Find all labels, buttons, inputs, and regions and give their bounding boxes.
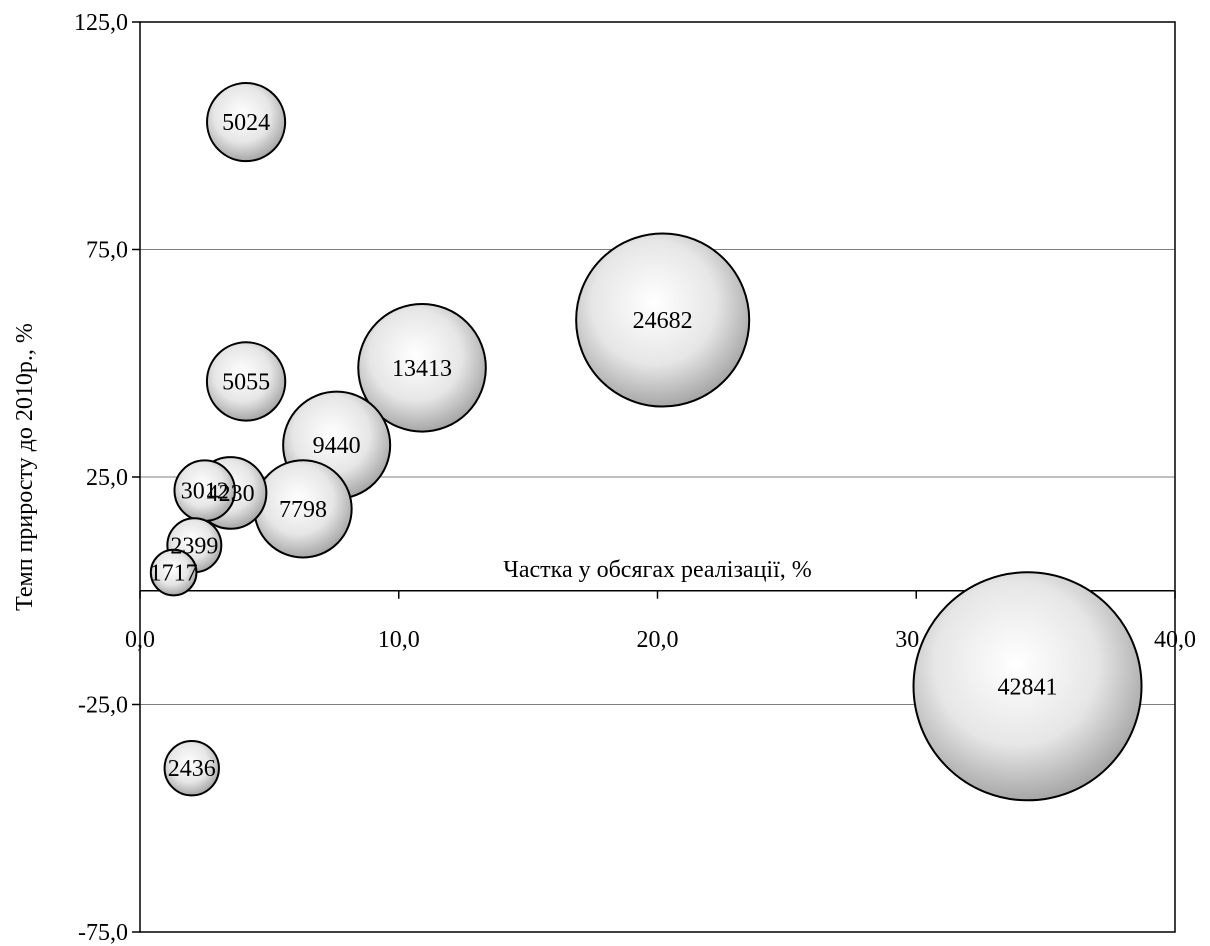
x-tick-label-4: 40,0 — [1154, 627, 1196, 653]
bubble-42841 — [912, 571, 1143, 802]
y-axis-title: Темп приросту до 2010р., % — [12, 323, 38, 611]
y-tick-label-1: 75,0 — [86, 238, 128, 264]
bubble-5024 — [206, 82, 287, 163]
bubble-5055 — [205, 341, 287, 422]
bubble-label-24682: 24682 — [633, 308, 693, 334]
bubble-1717 — [149, 548, 198, 597]
bubble-label-1717: 1717 — [150, 561, 198, 587]
bubble-label-13413: 13413 — [392, 356, 452, 382]
x-tick-label-1: 10,0 — [378, 627, 420, 653]
bubble-label-3012: 3012 — [181, 479, 229, 505]
bubble-2436 — [163, 740, 220, 797]
bubble-label-2436: 2436 — [168, 756, 216, 782]
bubble-label-42841: 42841 — [998, 674, 1058, 700]
y-tick-label-2: 25,0 — [86, 465, 128, 491]
bubble-24682 — [575, 232, 751, 408]
bubble-13413 — [357, 303, 487, 433]
x-tick-label-2: 20,0 — [637, 627, 679, 653]
y-tick-labels: 125,0 75,0 25,0 -25,0 -75,0 — [74, 10, 140, 946]
y-tick-label-4: -75,0 — [78, 920, 128, 946]
x-axis-title: Частка у обсягах реалізації, % — [503, 557, 812, 583]
bubble-label-2399: 2399 — [170, 533, 218, 559]
bubble-label-7798: 7798 — [279, 497, 327, 523]
x-tick-labels: 0,0 10,0 20,0 30,0 40,0 — [125, 590, 1196, 653]
bubble-label-4230: 4230 — [207, 481, 255, 507]
y-tick-label-0: 125,0 — [74, 10, 128, 36]
bubble-label-5024: 5024 — [222, 110, 270, 136]
bubble-label-5055: 5055 — [222, 369, 270, 395]
y-tick-label-3: -25,0 — [78, 693, 128, 719]
x-tick-label-0: 0,0 — [125, 627, 155, 653]
bubble-label-9440: 9440 — [313, 433, 361, 459]
